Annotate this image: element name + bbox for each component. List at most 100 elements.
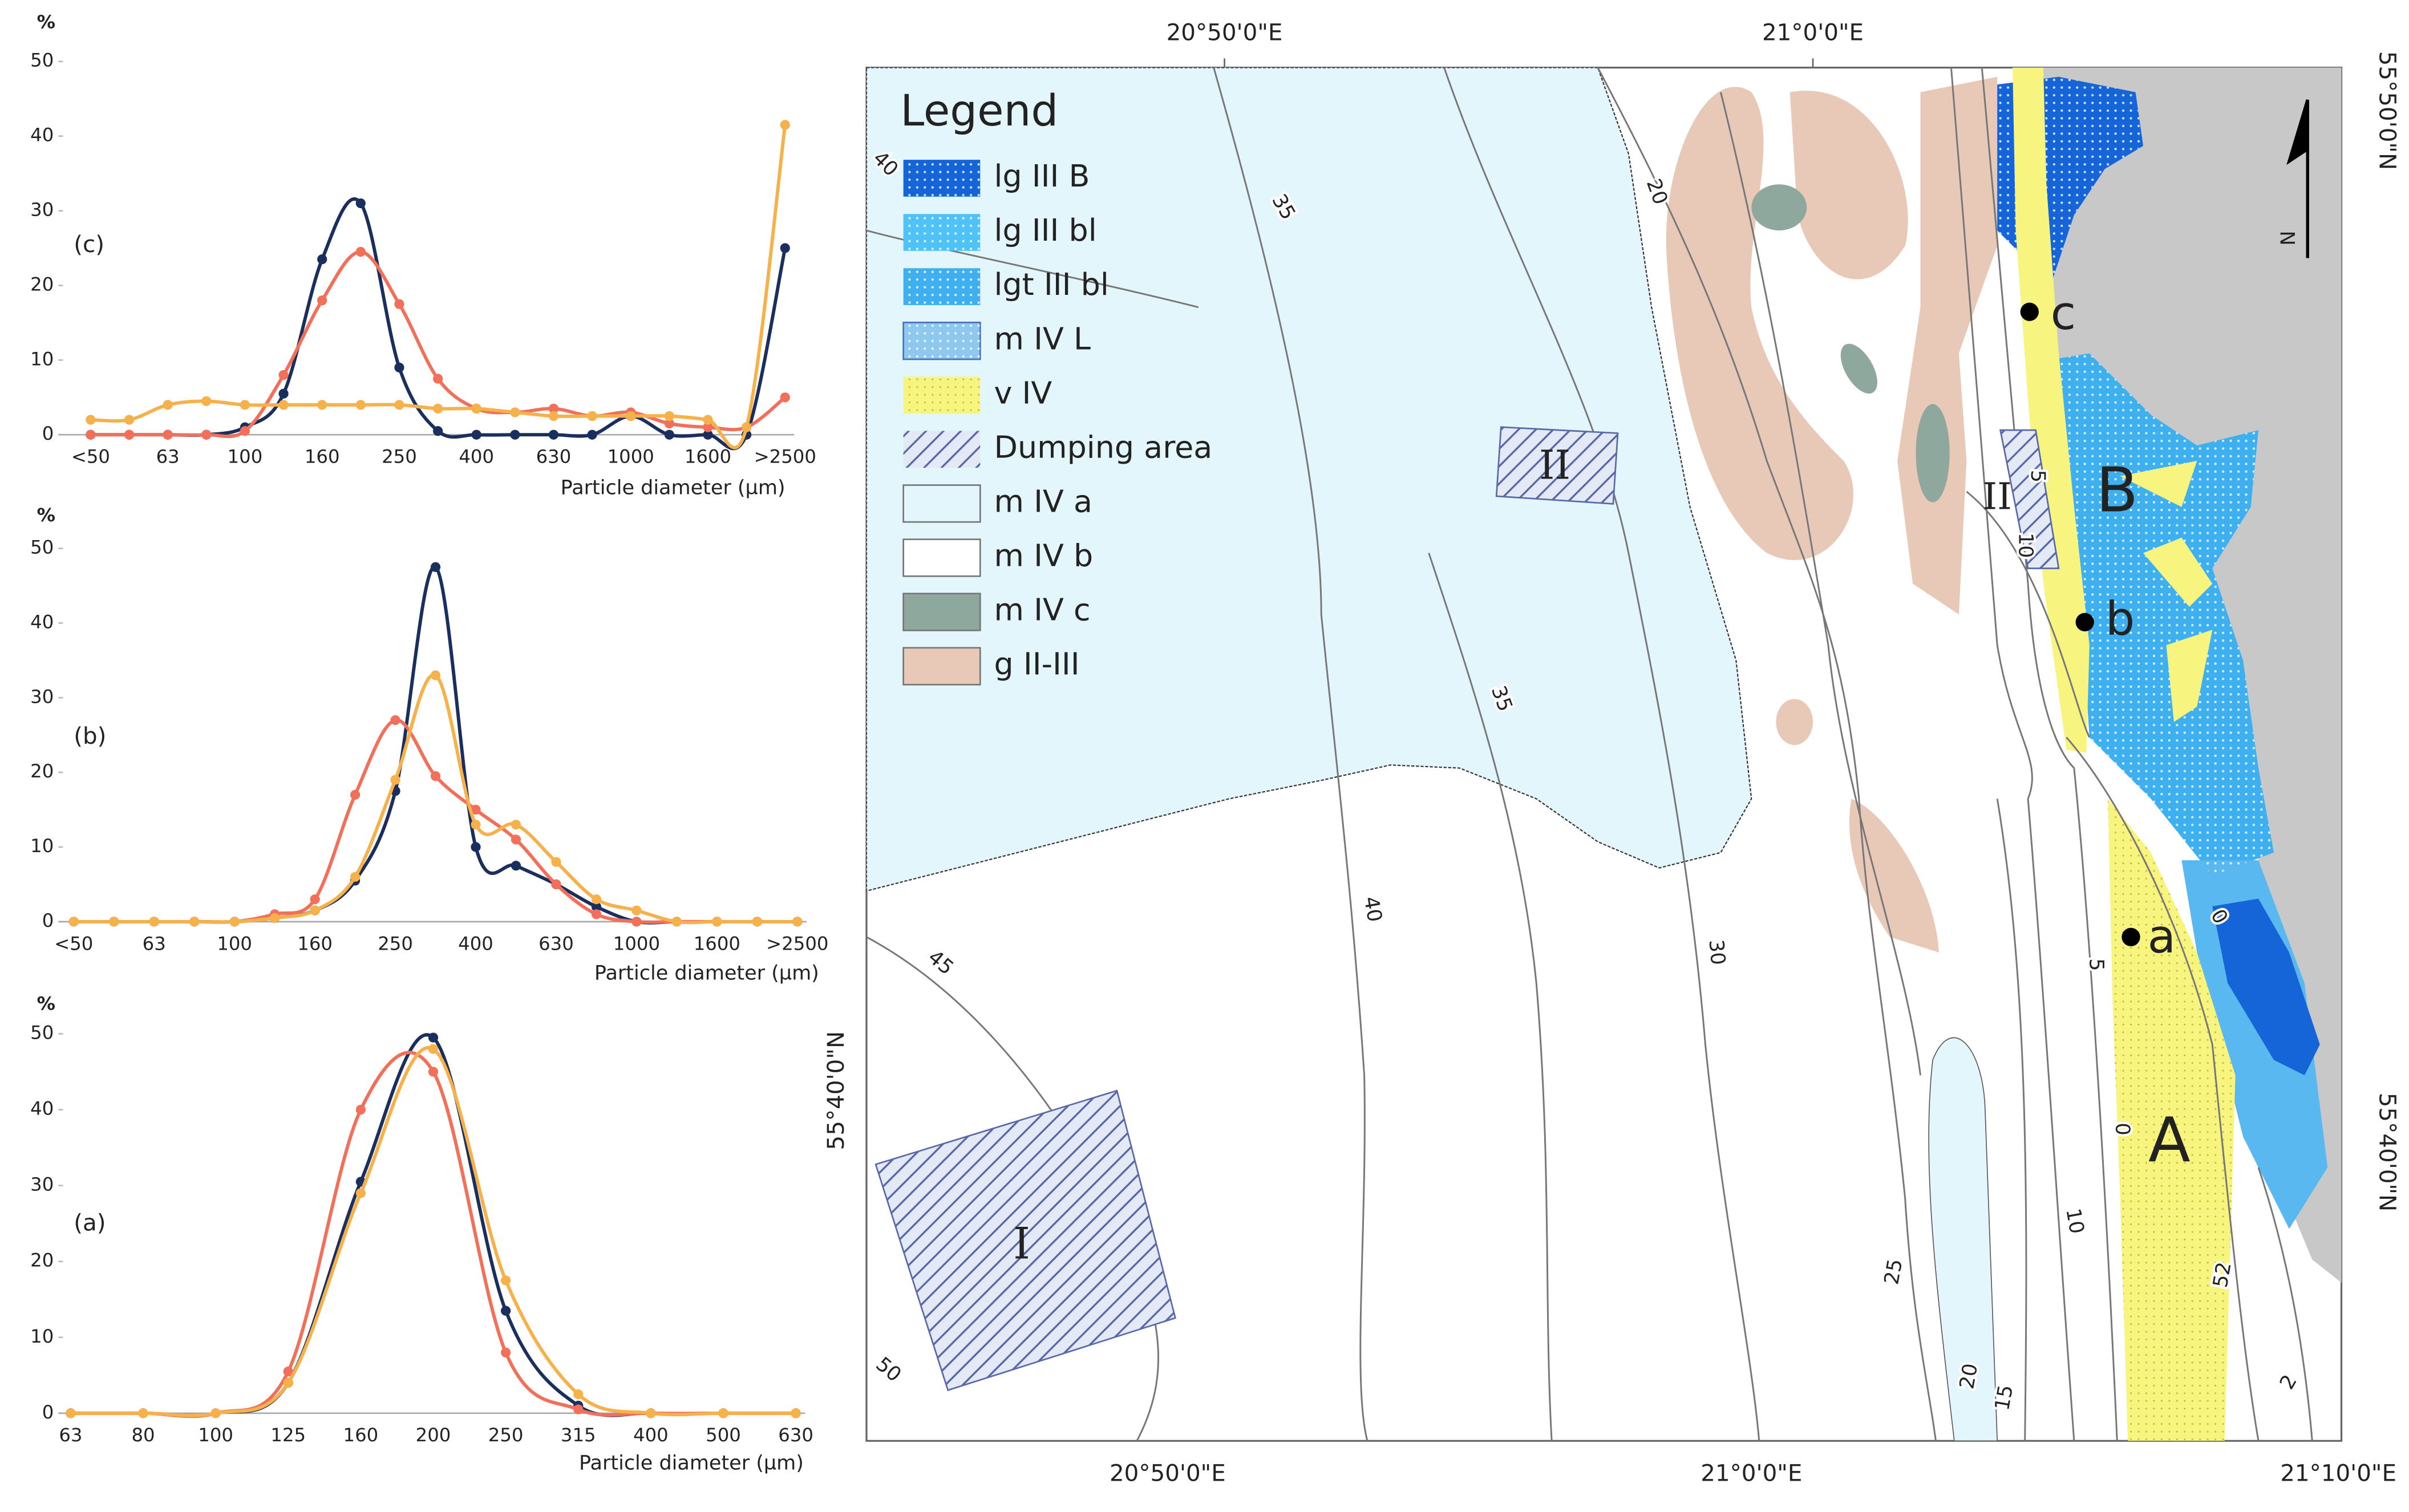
x-tick-label: 250 — [382, 446, 417, 468]
data-point — [432, 403, 443, 414]
data-point — [703, 429, 713, 440]
coordinate-label: 20°50'0"E — [1167, 19, 1283, 46]
north-arrow — [2286, 99, 2309, 258]
data-point — [394, 299, 404, 309]
data-point — [587, 429, 597, 440]
data-point — [548, 429, 559, 440]
data-point — [278, 400, 289, 410]
g-ii-iii-area — [1789, 91, 1908, 279]
data-point — [548, 411, 559, 421]
data-point — [428, 1044, 439, 1054]
data-point — [283, 1377, 293, 1388]
data-point — [500, 1275, 511, 1286]
x-tick-label: >2500 — [754, 446, 816, 468]
data-point — [741, 422, 752, 432]
legend-label: m IV L — [994, 321, 1091, 356]
data-point — [432, 374, 443, 384]
y-tick-label: 50 — [30, 537, 54, 558]
site-marker — [2020, 302, 2039, 321]
lgt-iii-bl-area — [2181, 860, 2328, 1229]
dumping-label: II — [1983, 475, 2012, 518]
data-point — [189, 917, 200, 927]
dumping-area — [874, 1089, 1176, 1392]
data-point — [390, 715, 400, 725]
data-point — [432, 426, 443, 436]
x-tick-label: <50 — [71, 446, 110, 468]
data-point — [317, 254, 327, 265]
series-line — [70, 1045, 796, 1417]
data-point — [573, 1389, 584, 1400]
data-point — [511, 861, 521, 871]
data-point — [587, 411, 597, 421]
data-point — [355, 1188, 366, 1198]
data-point — [210, 1408, 221, 1418]
v-iv-area — [2013, 67, 2090, 753]
data-point — [591, 902, 602, 912]
contour-line — [2066, 736, 2260, 1441]
data-point — [350, 871, 361, 882]
dots — [2108, 798, 2236, 1441]
data-point — [428, 1067, 439, 1077]
x-tick-label: 500 — [706, 1424, 741, 1446]
data-point — [355, 1105, 366, 1115]
data-point — [68, 917, 79, 927]
legend-swatch-texture — [903, 160, 981, 197]
legend-label: m IV c — [994, 592, 1091, 628]
data-point — [310, 894, 320, 905]
data-point — [430, 562, 441, 572]
data-point — [163, 429, 173, 440]
x-tick-label: 1600 — [685, 446, 731, 468]
data-point — [500, 1347, 511, 1357]
map-body — [866, 67, 2342, 1441]
coordinate-label: 20°50'0"E — [1110, 1460, 1226, 1487]
x-tick-label: 63 — [143, 933, 166, 954]
coordinate-label: 21°10'0"E — [2280, 1460, 2396, 1487]
data-point — [780, 120, 790, 130]
x-tick-label: 100 — [228, 446, 263, 468]
site-marker — [2075, 613, 2094, 631]
data-point — [283, 1367, 293, 1377]
zone-label: A — [2148, 1105, 2191, 1176]
data-point — [780, 392, 790, 403]
data-point — [471, 429, 481, 440]
legend-label: lg III bl — [994, 212, 1097, 248]
contour-label: 20 — [1955, 1362, 1982, 1391]
contour-line — [2257, 1167, 2313, 1441]
data-point — [548, 403, 559, 414]
y-tick-label: 40 — [30, 611, 54, 633]
y-tick-label: 10 — [30, 348, 54, 370]
data-point — [201, 429, 212, 440]
dumping-label: II — [1539, 441, 1570, 488]
data-point — [626, 411, 636, 421]
coordinate-label: 21°0'0"E — [1701, 1460, 1802, 1487]
dumping-area — [1495, 426, 1619, 505]
coordinate-label: 55°50'0"N — [2374, 51, 2401, 170]
data-point — [703, 422, 713, 432]
y-tick-label: 0 — [42, 423, 54, 444]
x-axis-label: Particle diameter (µm) — [594, 962, 819, 985]
legend-swatch — [902, 538, 981, 577]
dumping-label: I — [1013, 1218, 1030, 1268]
data-point — [278, 388, 289, 399]
x-tick-label: 160 — [305, 446, 340, 468]
dumping-area — [1999, 429, 2060, 569]
x-tick-label: 160 — [297, 933, 333, 954]
data-point — [138, 1408, 148, 1418]
contour-line — [1966, 491, 2091, 738]
x-tick-label: <50 — [54, 933, 93, 954]
data-point — [500, 1306, 511, 1316]
contour-line — [1213, 67, 1369, 1441]
series-line — [90, 124, 787, 449]
data-point — [317, 400, 327, 410]
lg-iii-b-area — [2212, 898, 2320, 1076]
contour-label: 5 — [2085, 958, 2108, 971]
x-tick-label: 125 — [270, 1424, 306, 1446]
data-point — [355, 246, 366, 257]
x-tick-label: 100 — [198, 1424, 233, 1446]
data-point — [646, 1408, 656, 1418]
x-tick-label: 100 — [217, 933, 252, 954]
coordinate-label: 55°40'0"N — [823, 1031, 849, 1150]
legend-swatch-texture — [903, 214, 981, 251]
series-line — [70, 1033, 796, 1417]
